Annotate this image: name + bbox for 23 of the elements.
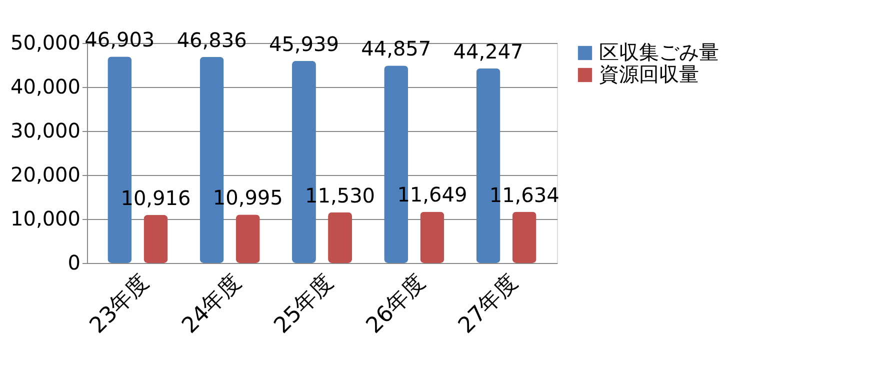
x-tick-label: 25年度	[270, 270, 338, 339]
data-label: 44,247	[453, 39, 524, 64]
x-tick-label: 27年度	[454, 270, 523, 339]
bar	[512, 212, 536, 263]
bar	[144, 214, 168, 263]
x-tick-label: 24年度	[178, 270, 246, 339]
y-tick-label: 0	[68, 250, 80, 274]
x-tick-label: 26年度	[362, 270, 430, 339]
bar	[236, 214, 260, 263]
y-tick-label: 20,000	[10, 162, 80, 186]
y-tick-label: 50,000	[10, 30, 80, 54]
y-tick-label: 30,000	[10, 118, 80, 142]
legend-label: 資源回収量	[599, 62, 699, 86]
bar	[328, 212, 352, 263]
data-label: 45,939	[268, 32, 339, 56]
y-tick-label: 10,000	[10, 206, 80, 230]
x-tick-label: 23年度	[85, 270, 154, 339]
legend-label: 区収集ごみ量	[599, 40, 719, 64]
data-label: 46,836	[176, 28, 247, 52]
data-label: 46,903	[84, 28, 155, 52]
data-label: 44,857	[361, 36, 432, 61]
y-tick-label: 40,000	[10, 74, 80, 98]
bar	[420, 212, 444, 263]
